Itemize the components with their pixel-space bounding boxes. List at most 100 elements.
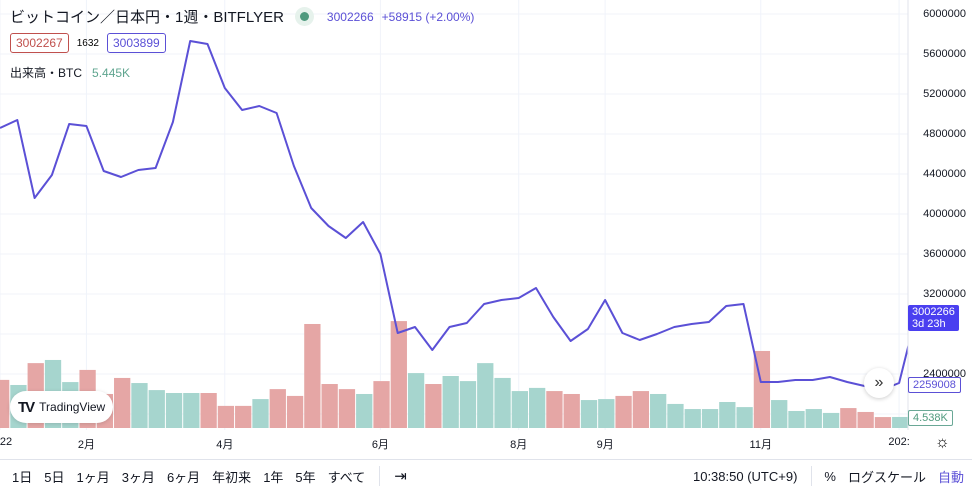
chart-canvas[interactable] [0,0,972,459]
goto-date-icon[interactable]: ⇥ [394,468,407,485]
bar-countdown: 3d 23h [912,318,946,330]
y-tick-label: 4000000 [923,208,966,220]
volume-bar [615,395,632,428]
volume-bar [338,389,356,428]
tradingview-logo[interactable]: TV TradingView [10,391,113,423]
volume-bar [425,384,442,428]
bid-ask: 3002267 1632 3003899 [10,33,166,53]
scroll-to-realtime-button[interactable]: » [864,368,894,398]
volume-bar [0,379,10,428]
volume-bar [183,393,200,428]
volume-bar [390,321,407,428]
bottom-toolbar: 1日 5日 1ヶ月 3ヶ月 6ヶ月 年初来 1年 5年 すべて ⇥ 10:38:50 (UTC+… [0,459,972,492]
range-button[interactable]: 1日 [12,469,33,485]
range-button[interactable]: すべて [327,469,366,485]
x-tick-label: 22 [0,436,13,448]
volume-bar [788,410,805,428]
range-button[interactable]: 6ヶ月 [166,469,201,485]
volume-bar [356,393,373,428]
y-tick-label: 4400000 [923,168,966,180]
volume-bar [494,377,511,428]
settings-gear-icon[interactable]: ☼ [935,434,950,451]
x-tick-label: 4月 [216,439,234,451]
x-tick-label: 202: [888,436,910,448]
volume-bar [459,381,477,428]
range-button[interactable]: 1年 [263,469,284,485]
range-button[interactable]: 3ヶ月 [121,469,155,485]
range-button[interactable]: 5日 [44,469,65,485]
x-tick-label: 6月 [371,439,389,451]
volume-bar [719,401,736,428]
volume-bar [857,411,874,428]
volume-bar [667,403,684,428]
volume-bar [546,391,563,428]
price-change: +58915 (+2.00%) [381,9,475,24]
volume-bar [442,375,459,428]
volume-value: 5.445K [92,66,131,80]
current-price-tag: 3002266 3d 23h [908,305,959,331]
volume-bar [771,400,788,428]
x-tick-label: 8月 [510,439,528,451]
y-tick-label: 6000000 [923,8,966,20]
range-button[interactable]: 1ヶ月 [76,469,110,485]
volume-bar [252,399,269,428]
volume-bar [304,323,321,428]
volume-bar [407,373,425,428]
spread: 1632 [76,37,99,49]
volume-bar [840,408,857,428]
divider [811,466,813,486]
volume-bar [321,384,338,428]
volume-bar [684,409,701,428]
volume-bar [632,391,650,428]
volume-bar [892,416,908,428]
volume-bar [200,393,217,428]
symbol-title[interactable]: ビットコイン／日本円・1週・BITFLYER [10,9,284,26]
volume-bar [736,407,753,428]
volume-bar [563,393,580,428]
last-price: 3002266 [326,9,374,24]
volume-bar [805,409,822,428]
logo-text: TradingView [39,400,106,414]
bid-price[interactable]: 3002267 [10,33,69,53]
price-line [0,40,908,391]
percent-toggle[interactable]: % [824,468,836,484]
volume-bar [650,393,667,428]
volume-bar [131,383,148,428]
range-button[interactable]: 年初来 [212,469,252,485]
log-scale-toggle[interactable]: ログスケール [847,469,926,485]
volume-bar [511,391,528,428]
volume-bar [580,400,598,428]
volume-bar [373,381,390,428]
volume-bar [874,417,892,428]
volume-bar [269,389,286,428]
volume-bar [148,390,165,428]
current-price: 3002266 [912,306,955,318]
clock: 10:38:50 (UTC+9) [692,468,798,484]
volume-bar [286,395,304,428]
range-buttons: 1日 5日 1ヶ月 3ヶ月 6ヶ月 年初来 1年 5年 すべて [0,467,365,486]
market-status-icon [299,12,309,21]
volume-bar [235,405,252,428]
y-tick-label: 5200000 [923,88,966,100]
chart-legend: ビットコイン／日本円・1週・BITFLYER 3002266 +58915 (+… [10,6,474,27]
volume-bar [528,387,546,428]
double-chevron-right-icon: » [874,374,884,391]
x-tick-label: 9月 [596,439,614,451]
volume-bar [598,399,615,428]
volume-legend: 出来高・BTC 5.445K [10,64,130,81]
ask-price[interactable]: 3003899 [106,33,166,53]
auto-scale-toggle[interactable]: 自動 [937,469,964,485]
volume-bar [477,363,494,428]
price-marker-tag: 2259008 [908,377,961,393]
x-tick-label: 11月 [749,439,772,451]
volume-bar [822,412,840,428]
divider [379,466,381,486]
volume-bar [165,393,183,428]
y-tick-label: 3200000 [923,288,966,300]
y-tick-label: 3600000 [923,248,966,260]
volume-label: 出来高・BTC [10,66,83,80]
volume-bar [217,405,235,428]
y-tick-label: 4800000 [923,128,966,140]
range-button[interactable]: 5年 [295,469,316,485]
volume-bar [701,409,719,428]
